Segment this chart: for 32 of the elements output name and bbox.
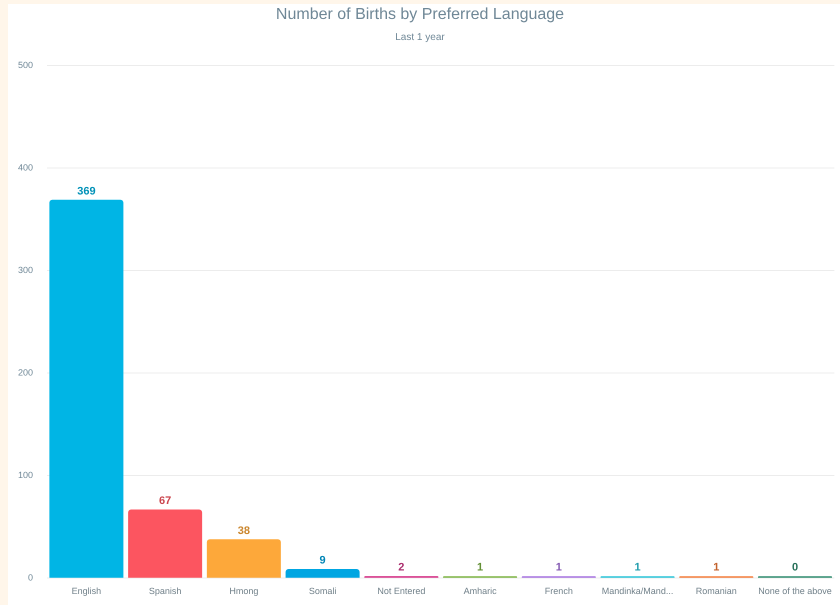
bar (128, 509, 202, 578)
bar (49, 200, 124, 578)
y-tick-label: 100 (18, 470, 34, 480)
data-label: 1 (477, 562, 484, 574)
x-tick-label: Romanian (696, 586, 737, 596)
x-tick-label: English (72, 586, 102, 596)
x-tick-label: French (544, 586, 573, 596)
y-tick-label: 400 (18, 162, 34, 172)
x-tick-label: Not Entered (377, 586, 426, 596)
data-label: 369 (77, 185, 96, 198)
y-tick-label: 500 (18, 60, 34, 70)
y-tick-label: 200 (18, 368, 34, 378)
y-tick-label: 0 (28, 572, 34, 583)
data-label: 0 (792, 562, 798, 574)
x-tick-label: Amharic (464, 586, 498, 596)
chart-subtitle: Last 1 year (394, 32, 446, 43)
x-tick-label: Mandinka/Mand... (602, 586, 674, 596)
data-label: 1 (556, 562, 562, 574)
x-tick-label: None of the above (758, 586, 832, 596)
data-label: 9 (320, 554, 326, 566)
bar (206, 539, 281, 578)
x-tick-label: Somali (308, 586, 336, 596)
data-label: 1 (634, 562, 641, 574)
data-label: 67 (158, 495, 172, 508)
chart-title: Number of Births by Preferred Language (274, 6, 566, 24)
bar (286, 568, 360, 578)
y-tick-label: 300 (18, 265, 34, 276)
data-label: 1 (713, 562, 720, 574)
x-tick-label: Spanish (148, 586, 182, 596)
data-label: 2 (398, 562, 404, 574)
x-tick-label: Hmong (229, 586, 258, 596)
data-label: 38 (238, 524, 250, 537)
